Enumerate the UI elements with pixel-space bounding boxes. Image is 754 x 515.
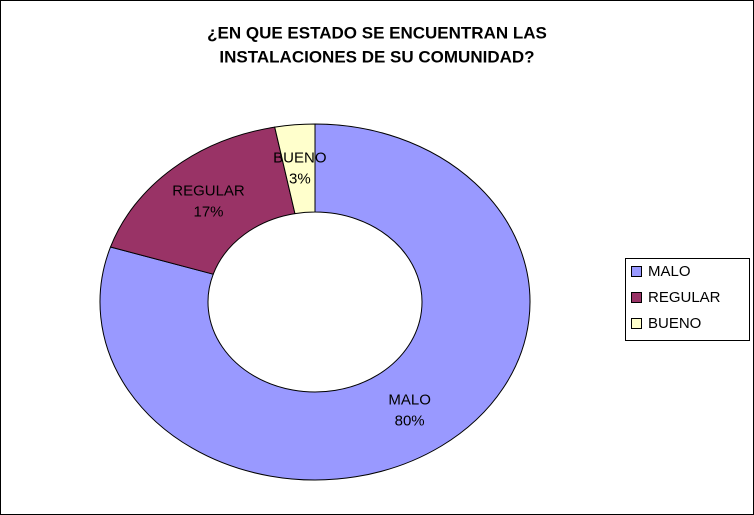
donut-slice — [99, 123, 531, 481]
legend-box — [625, 258, 750, 341]
slice-label: BUENO — [273, 150, 326, 167]
legend-label: BUENO — [648, 315, 701, 332]
legend-swatch — [631, 292, 642, 303]
donut-slice — [274, 123, 316, 215]
chart-title: ¿EN QUE ESTADO SE ENCUENTRAN LAS — [207, 23, 547, 42]
slice-value-label: 3% — [289, 171, 311, 188]
slice-value-label: 80% — [395, 412, 425, 429]
legend-swatch — [631, 266, 642, 277]
legend-label: REGULAR — [648, 289, 721, 306]
legend-swatch — [631, 318, 642, 329]
slice-value-label: 17% — [194, 203, 224, 220]
donut-slice — [109, 126, 296, 275]
slice-label: REGULAR — [172, 182, 245, 199]
slice-label: MALO — [388, 391, 431, 408]
chart-title: INSTALACIONES DE SU COMUNIDAD? — [219, 47, 534, 66]
legend-label: MALO — [648, 263, 691, 280]
